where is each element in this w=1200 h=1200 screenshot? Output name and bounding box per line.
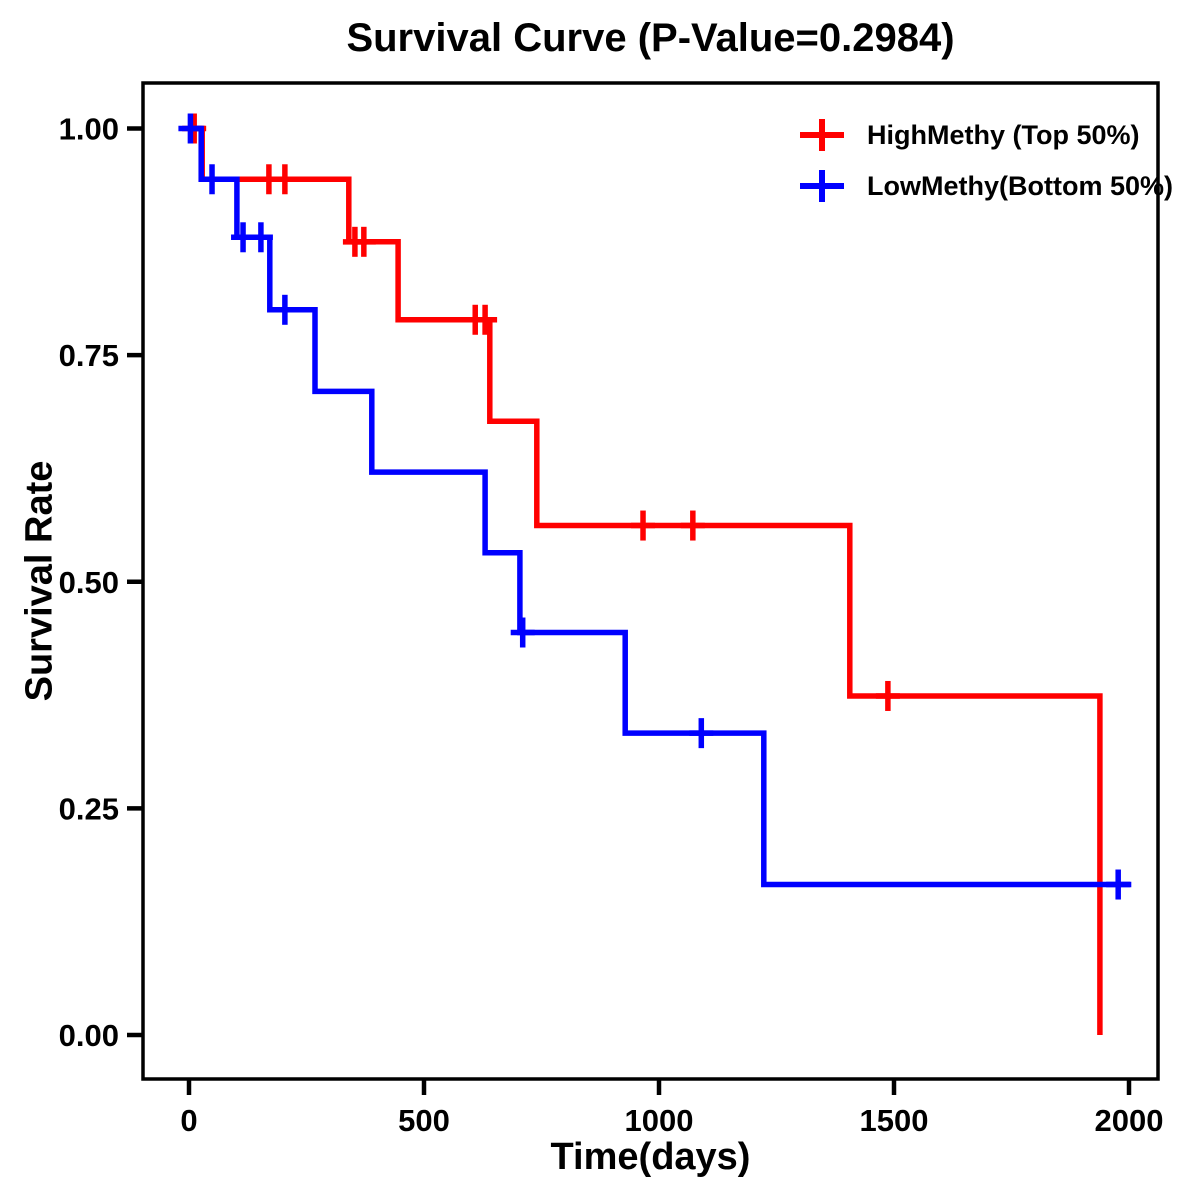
series-lowmethy bbox=[178, 113, 1132, 900]
x-tick-label: 2000 bbox=[1095, 1103, 1164, 1138]
survival-step-curve bbox=[189, 125, 1132, 888]
x-tick-label: 0 bbox=[180, 1103, 197, 1138]
legend-item-highmethy: HighMethy (Top 50%) bbox=[797, 116, 1173, 154]
y-tick-label: 0.50 bbox=[59, 565, 119, 600]
series-highmethy bbox=[182, 113, 1103, 1035]
y-axis: 0.00 0.25 0.50 0.75 1.00 bbox=[59, 112, 143, 1053]
y-tick-label: 0.25 bbox=[59, 791, 119, 826]
survival-step-curve bbox=[189, 125, 1103, 1035]
legend: HighMethy (Top 50%) LowMethy(Bottom 50%) bbox=[797, 116, 1173, 205]
plus-marker-blue-icon bbox=[800, 170, 844, 202]
y-tick-label: 0.00 bbox=[59, 1018, 119, 1053]
legend-item-lowmethy: LowMethy(Bottom 50%) bbox=[797, 167, 1173, 205]
legend-label-lowmethy: LowMethy(Bottom 50%) bbox=[867, 170, 1173, 201]
plus-marker-red-icon bbox=[800, 119, 844, 151]
y-tick-label: 1.00 bbox=[59, 112, 119, 147]
x-axis: 0 500 1000 1500 2000 bbox=[180, 1079, 1163, 1138]
y-tick-label: 0.75 bbox=[59, 338, 119, 373]
x-tick-label: 1500 bbox=[860, 1103, 929, 1138]
x-tick-label: 500 bbox=[398, 1103, 450, 1138]
legend-label-highmethy: HighMethy (Top 50%) bbox=[867, 119, 1140, 150]
x-tick-label: 1000 bbox=[625, 1103, 694, 1138]
plot-frame bbox=[141, 81, 1160, 1081]
x-axis-label: Time(days) bbox=[550, 1136, 751, 1178]
y-axis-label: Survival Rate bbox=[18, 460, 61, 702]
chart-title: Survival Curve (P-Value=0.2984) bbox=[346, 16, 955, 60]
